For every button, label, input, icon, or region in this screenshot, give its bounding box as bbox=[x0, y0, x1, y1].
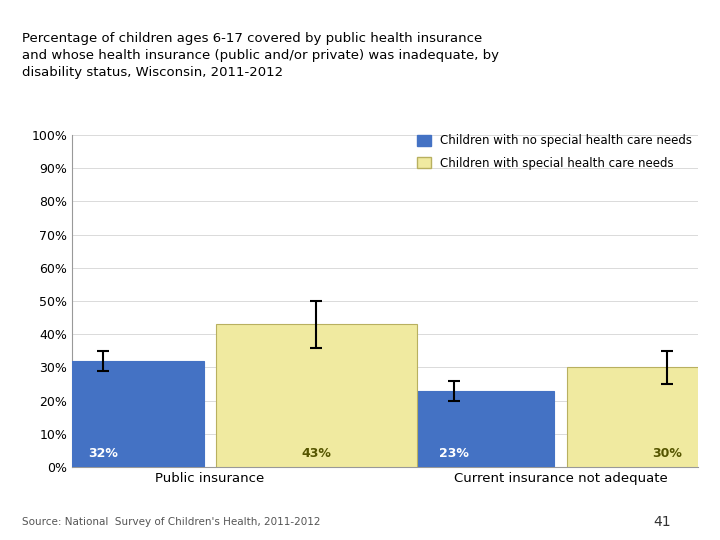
Bar bbox=[567, 367, 720, 467]
Text: 30%: 30% bbox=[652, 448, 682, 461]
Text: 43%: 43% bbox=[302, 448, 331, 461]
Text: 41: 41 bbox=[654, 516, 671, 529]
Text: Source: National  Survey of Children's Health, 2011-2012: Source: National Survey of Children's He… bbox=[22, 517, 320, 528]
Bar bbox=[216, 325, 417, 467]
Bar bbox=[3, 361, 204, 467]
Text: Percentage of children ages 6-17 covered by public health insurance
and whose he: Percentage of children ages 6-17 covered… bbox=[22, 32, 498, 79]
Legend: Children with no special health care needs, Children with special health care ne: Children with no special health care nee… bbox=[417, 134, 693, 170]
Text: Access to health care: Access to health care bbox=[543, 8, 711, 22]
Text: 32%: 32% bbox=[89, 448, 118, 461]
Bar bbox=[354, 391, 554, 467]
Text: PEOPLE WITH DISABILITIES: PEOPLE WITH DISABILITIES bbox=[9, 8, 222, 22]
Text: 23%: 23% bbox=[439, 448, 469, 461]
